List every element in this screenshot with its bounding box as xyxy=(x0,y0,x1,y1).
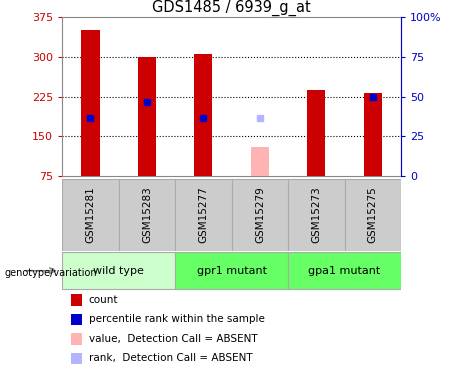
Text: rank,  Detection Call = ABSENT: rank, Detection Call = ABSENT xyxy=(89,354,252,363)
FancyBboxPatch shape xyxy=(345,179,401,251)
Title: GDS1485 / 6939_g_at: GDS1485 / 6939_g_at xyxy=(152,0,311,15)
FancyBboxPatch shape xyxy=(288,252,401,290)
Text: wild type: wild type xyxy=(93,266,144,276)
Text: gpr1 mutant: gpr1 mutant xyxy=(197,266,266,276)
Text: GSM15283: GSM15283 xyxy=(142,186,152,243)
FancyBboxPatch shape xyxy=(175,252,288,290)
Text: genotype/variation: genotype/variation xyxy=(5,268,97,278)
FancyBboxPatch shape xyxy=(232,179,288,251)
FancyBboxPatch shape xyxy=(288,179,344,251)
Text: GSM15275: GSM15275 xyxy=(368,186,378,243)
Text: value,  Detection Call = ABSENT: value, Detection Call = ABSENT xyxy=(89,334,257,344)
Text: GSM15279: GSM15279 xyxy=(255,186,265,243)
Text: GSM15273: GSM15273 xyxy=(311,186,321,243)
FancyBboxPatch shape xyxy=(175,179,231,251)
Bar xyxy=(82,30,100,176)
Text: count: count xyxy=(89,295,118,305)
FancyBboxPatch shape xyxy=(119,179,175,251)
Text: GSM15277: GSM15277 xyxy=(198,186,208,243)
Bar xyxy=(364,93,382,176)
Bar xyxy=(138,57,156,176)
Text: gpa1 mutant: gpa1 mutant xyxy=(308,266,381,276)
Bar xyxy=(307,90,325,176)
Text: GSM15281: GSM15281 xyxy=(85,186,95,243)
Text: percentile rank within the sample: percentile rank within the sample xyxy=(89,315,265,324)
FancyBboxPatch shape xyxy=(62,179,118,251)
Bar xyxy=(195,54,213,176)
Bar xyxy=(251,147,269,176)
FancyBboxPatch shape xyxy=(62,252,175,290)
